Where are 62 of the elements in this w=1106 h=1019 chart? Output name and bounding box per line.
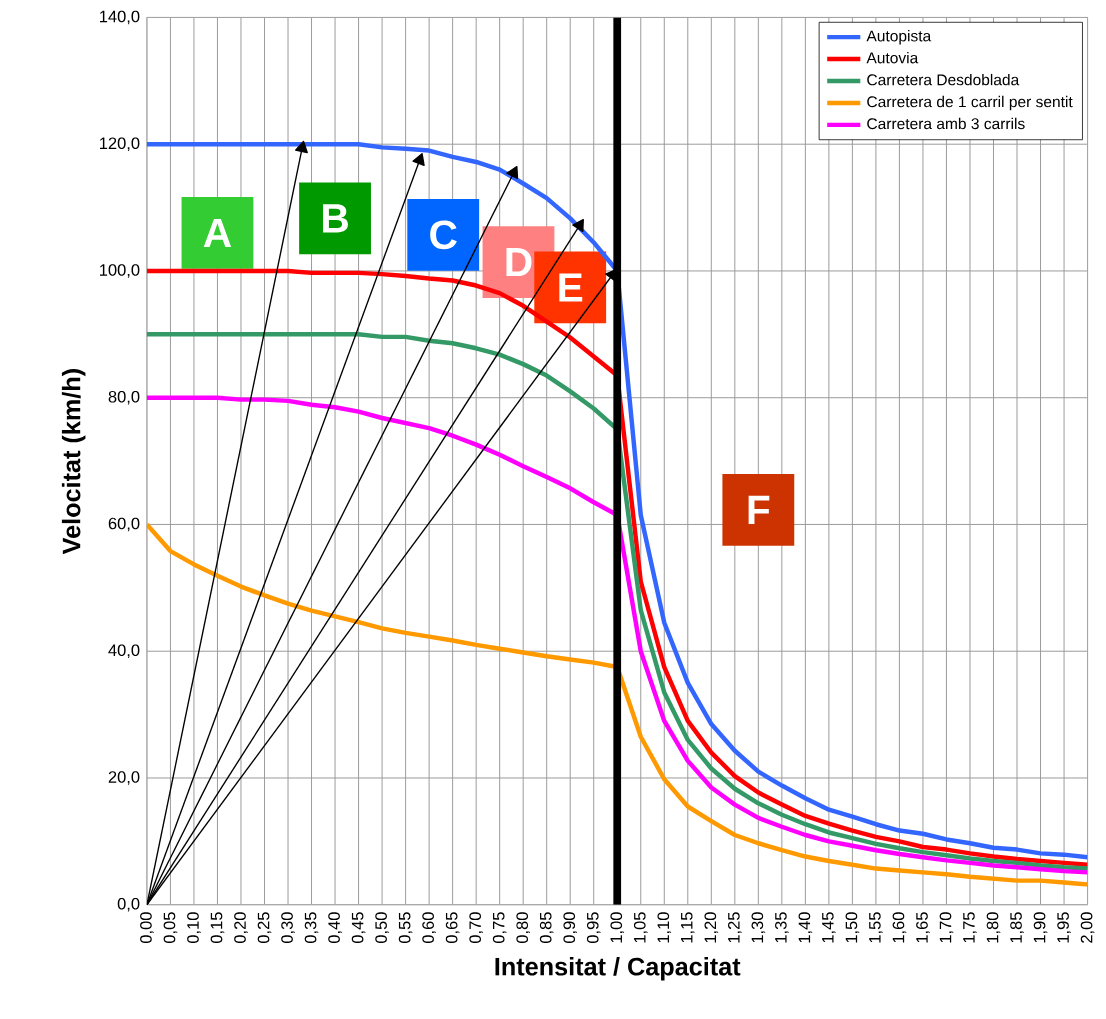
x-tick-label: 0,30 (281, 912, 295, 943)
x-tick-label: 1,35 (775, 912, 789, 943)
x-tick-label: 0,35 (304, 912, 319, 943)
x-tick-label: 0,15 (210, 912, 225, 943)
legend-label: Autopista (866, 29, 932, 45)
x-tick-label: 0,20 (234, 912, 248, 943)
x-tick-label: 1,70 (939, 912, 954, 943)
annotation: B (323, 204, 348, 233)
x-tick-label: 0,25 (257, 912, 272, 943)
x-tick-label: 1,50 (845, 912, 860, 943)
y-tick-label: 140,0 (100, 10, 140, 25)
x-tick-label: 1,90 (1033, 912, 1048, 943)
x-axis-title: Intensitat / Capacitat (495, 956, 741, 981)
legend-label: Autovia (866, 51, 919, 64)
annotation: F (748, 495, 770, 524)
x-tick-label: 0,05 (163, 912, 178, 943)
x-tick-label: 1,75 (963, 912, 977, 943)
x-tick-label: 1,15 (681, 912, 695, 943)
y-axis-title: Velocitat (km/h) (61, 368, 86, 555)
x-tick-label: 1,55 (869, 912, 883, 943)
x-tick-label: 0,50 (375, 912, 389, 943)
x-tick-label: 1,80 (986, 912, 1001, 943)
x-tick-label: 1,65 (916, 912, 930, 943)
x-tick-label: 1,05 (633, 912, 648, 943)
y-tick-label: 60,0 (108, 517, 140, 532)
y-tick-label: 120,0 (100, 137, 140, 151)
x-tick-label: 0,85 (539, 912, 554, 943)
x-tick-label: 0,95 (586, 912, 601, 943)
annotation: A (203, 218, 232, 247)
x-tick-label: 0,80 (516, 912, 530, 943)
x-tick-label: 0,75 (492, 912, 507, 943)
x-tick-label: 0,45 (351, 912, 366, 943)
x-tick-label: 0,60 (422, 912, 436, 943)
legend-label: Carretera Desdoblada (867, 73, 1020, 86)
legend-label: Carretera amb 3 carrils (867, 117, 1025, 130)
x-tick-label: 0,65 (445, 912, 460, 943)
x-tick-label: 0,10 (187, 912, 201, 943)
x-tick-label: 1,10 (657, 912, 672, 943)
y-tick-label: 0,0 (117, 897, 140, 912)
x-tick-label: 0,70 (469, 912, 483, 943)
x-tick-label: 1,25 (728, 912, 742, 943)
legend-label: Carretera de 1 carril per sentit (867, 95, 1073, 111)
y-tick-label: 80,0 (108, 390, 140, 405)
y-tick-label: 40,0 (108, 644, 140, 658)
x-tick-label: 1,95 (1057, 912, 1071, 943)
y-tick-label: 20,0 (108, 771, 140, 785)
annotation: C (430, 220, 457, 250)
x-tick-label: 1,00 (610, 912, 625, 943)
x-tick-label: 2,00 (1080, 912, 1095, 943)
x-tick-label: 1,60 (892, 912, 907, 943)
x-tick-label: 0,00 (140, 912, 154, 943)
x-tick-label: 0,55 (398, 912, 413, 943)
x-tick-label: 0,90 (563, 912, 578, 943)
x-tick-label: 0,40 (328, 912, 342, 943)
x-tick-label: 1,85 (1010, 912, 1024, 943)
x-tick-label: 1,30 (751, 912, 766, 943)
y-tick-label: 100,0 (100, 264, 140, 278)
x-tick-label: 1,20 (704, 912, 719, 943)
x-tick-label: 1,40 (798, 912, 813, 943)
annotation: E (559, 273, 583, 302)
x-tick-label: 1,45 (822, 912, 836, 943)
annotation: D (506, 247, 532, 276)
